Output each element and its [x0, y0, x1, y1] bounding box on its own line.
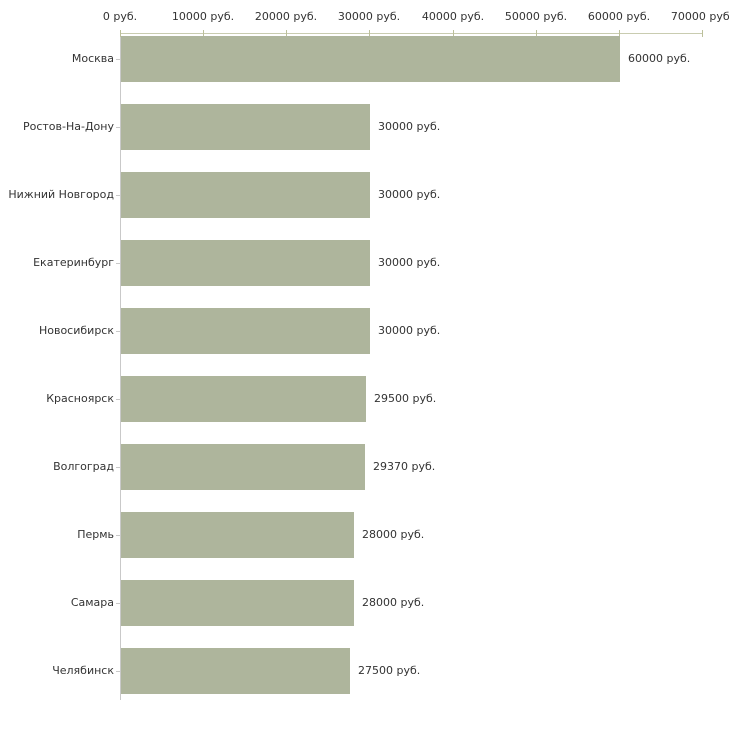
- category-label: Пермь: [77, 528, 114, 541]
- x-tick-mark: [369, 30, 370, 37]
- x-tick-mark: [619, 30, 620, 37]
- y-axis-line: [120, 30, 121, 700]
- x-tick-mark: [203, 30, 204, 37]
- x-tick-label: 40000 руб.: [421, 10, 485, 23]
- x-tick-label: 10000 руб.: [171, 10, 235, 23]
- x-tick-label: 70000 руб.: [670, 10, 730, 23]
- x-tick-label: 50000 руб.: [504, 10, 568, 23]
- x-tick-label: 20000 руб.: [254, 10, 318, 23]
- category-label: Новосибирск: [38, 324, 114, 337]
- category-label: Нижний Новгород: [8, 188, 114, 201]
- y-tick-mark: [116, 671, 120, 672]
- bar: [121, 104, 370, 150]
- x-tick-mark: [536, 30, 537, 37]
- x-tick-label: 60000 руб.: [587, 10, 651, 23]
- bar: [121, 36, 620, 82]
- value-label: 27500 руб.: [358, 664, 421, 677]
- y-tick-mark: [116, 467, 120, 468]
- bar: [121, 444, 365, 490]
- value-label: 28000 руб.: [362, 528, 425, 541]
- x-tick-label: 30000 руб.: [337, 10, 401, 23]
- y-tick-mark: [116, 195, 120, 196]
- value-label: 30000 руб.: [378, 188, 441, 201]
- bar: [121, 376, 366, 422]
- category-label: Волгоград: [53, 460, 114, 473]
- category-label: Екатеринбург: [33, 256, 114, 269]
- bar: [121, 172, 370, 218]
- y-tick-mark: [116, 127, 120, 128]
- category-label: Самара: [70, 596, 114, 609]
- y-tick-mark: [116, 399, 120, 400]
- bar: [121, 648, 350, 694]
- y-tick-mark: [116, 59, 120, 60]
- category-label: Красноярск: [46, 392, 114, 405]
- x-tick-label: 0 руб.: [102, 10, 138, 23]
- bar: [121, 580, 354, 626]
- value-label: 30000 руб.: [378, 120, 441, 133]
- value-label: 60000 руб.: [628, 52, 691, 65]
- value-label: 30000 руб.: [378, 324, 441, 337]
- y-tick-mark: [116, 331, 120, 332]
- x-tick-mark: [702, 30, 703, 37]
- category-label: Ростов-На-Дону: [22, 120, 114, 133]
- value-label: 30000 руб.: [378, 256, 441, 269]
- y-tick-mark: [116, 603, 120, 604]
- category-label: Челябинск: [52, 664, 114, 677]
- y-tick-mark: [116, 535, 120, 536]
- x-tick-mark: [120, 30, 121, 37]
- x-tick-mark: [286, 30, 287, 37]
- x-tick-mark: [453, 30, 454, 37]
- y-tick-mark: [116, 263, 120, 264]
- bar: [121, 240, 370, 286]
- value-label: 28000 руб.: [362, 596, 425, 609]
- category-label: Москва: [71, 52, 114, 65]
- bar: [121, 512, 354, 558]
- value-label: 29370 руб.: [373, 460, 436, 473]
- x-axis-line: [120, 33, 703, 34]
- value-label: 29500 руб.: [374, 392, 437, 405]
- bar: [121, 308, 370, 354]
